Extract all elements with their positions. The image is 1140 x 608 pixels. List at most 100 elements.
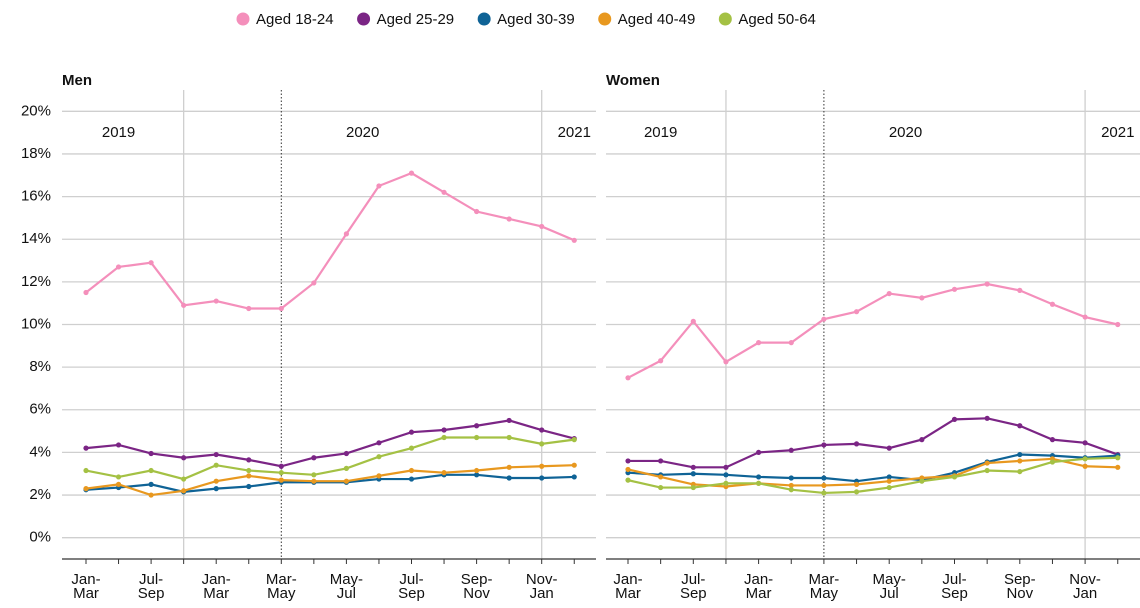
x-tick-label: Sep- Nov <box>460 571 493 602</box>
year-label: 2021 <box>558 124 591 141</box>
year-label: 2019 <box>644 124 677 141</box>
x-tick-label: Nov- Jan <box>1069 571 1101 602</box>
data-point <box>723 464 729 470</box>
y-tick-label: 8% <box>29 358 51 375</box>
data-point <box>115 264 122 270</box>
data-point <box>1049 301 1056 307</box>
series-line <box>85 464 575 497</box>
data-point <box>474 472 480 478</box>
data-point <box>788 482 794 489</box>
data-point <box>984 281 990 287</box>
y-tick-label: 16% <box>21 188 51 205</box>
data-point <box>984 415 990 421</box>
data-point <box>115 474 122 480</box>
x-tick-label: May- Jul <box>329 571 364 602</box>
data-point <box>343 465 349 471</box>
series-line <box>627 457 1118 488</box>
data-point <box>1082 463 1088 469</box>
data-point <box>756 474 762 480</box>
data-point <box>658 458 664 464</box>
data-point <box>1017 451 1023 458</box>
data-point <box>625 466 631 473</box>
data-point <box>311 478 317 484</box>
data-point <box>886 478 892 484</box>
data-point <box>311 280 317 286</box>
data-point <box>148 481 154 487</box>
data-point <box>723 472 729 478</box>
data-point <box>246 305 252 312</box>
data-point <box>181 476 187 482</box>
data-point <box>408 429 415 435</box>
series-line <box>628 417 1119 469</box>
data-point <box>506 475 512 481</box>
data-point <box>213 298 219 304</box>
x-tick-label: Jan- Mar <box>744 571 774 602</box>
data-point <box>821 316 827 322</box>
data-point <box>1049 437 1056 443</box>
data-point <box>246 467 252 474</box>
data-point <box>246 483 252 490</box>
x-tick-label: Mar- May <box>265 571 297 602</box>
legend-label: Aged 25-29 <box>377 11 455 28</box>
data-point <box>408 476 415 482</box>
legend-marker <box>598 12 612 26</box>
data-point <box>1115 464 1121 470</box>
y-tick-label: 14% <box>21 230 51 247</box>
y-tick-label: 12% <box>21 273 51 290</box>
legend-marker <box>357 12 371 26</box>
data-point <box>539 223 545 230</box>
y-tick-label: 0% <box>29 529 51 546</box>
data-point <box>213 486 219 492</box>
data-point <box>853 481 860 487</box>
data-point <box>886 290 892 297</box>
panel-title: Men <box>62 72 92 89</box>
data-point <box>951 416 958 422</box>
data-point <box>376 183 382 189</box>
data-point <box>1082 314 1088 320</box>
panel-title: Women <box>606 72 660 89</box>
series-line <box>627 282 1118 379</box>
data-point <box>886 445 892 451</box>
year-label: 2019 <box>102 124 135 141</box>
y-tick-label: 20% <box>21 102 51 119</box>
data-point <box>853 441 860 447</box>
data-point <box>539 463 545 469</box>
data-point <box>658 358 664 364</box>
series-line <box>85 171 575 310</box>
data-point <box>376 473 382 479</box>
data-point <box>1082 456 1088 462</box>
data-point <box>571 237 577 243</box>
x-tick-label: Sep- Nov <box>1003 571 1036 602</box>
data-point <box>853 489 860 495</box>
data-point <box>1017 423 1023 429</box>
data-point <box>1049 459 1056 465</box>
x-tick-label: Jul- Sep <box>398 571 425 602</box>
data-point <box>246 473 252 479</box>
data-point <box>246 457 252 463</box>
data-point <box>376 440 382 446</box>
data-point <box>311 472 317 478</box>
data-point <box>148 492 154 498</box>
data-point <box>919 437 925 443</box>
data-point <box>474 467 480 474</box>
y-tick-label: 10% <box>21 315 51 332</box>
legend-label: Aged 50-64 <box>738 11 816 28</box>
series-line <box>85 436 575 481</box>
data-point <box>441 470 447 476</box>
data-point <box>788 475 794 481</box>
data-point <box>571 462 577 468</box>
data-point <box>886 474 892 480</box>
data-point <box>788 447 794 453</box>
data-point <box>1082 440 1088 446</box>
data-point <box>756 480 762 486</box>
data-point <box>625 375 631 381</box>
data-point <box>148 450 154 457</box>
data-point <box>278 470 284 476</box>
data-point <box>213 462 219 468</box>
data-point <box>1115 455 1121 461</box>
data-point <box>181 302 187 308</box>
data-point <box>506 417 512 424</box>
data-point <box>506 216 512 222</box>
x-tick-label: Jan- Mar <box>71 571 101 602</box>
year-label: 2021 <box>1101 124 1134 141</box>
